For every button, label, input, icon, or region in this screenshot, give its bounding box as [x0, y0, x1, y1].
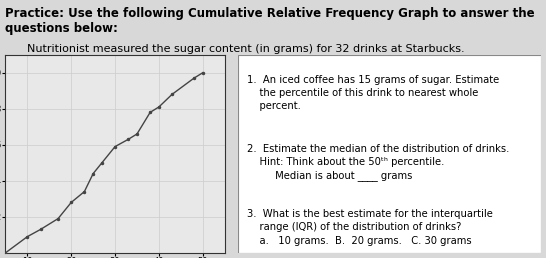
Text: Practice: Use the following Cumulative Relative Frequency Graph to answer the
qu: Practice: Use the following Cumulative R…	[5, 7, 535, 35]
Text: 3.  What is the best estimate for the interquartile
    range (IQR) of the distr: 3. What is the best estimate for the int…	[247, 209, 492, 246]
Text: 1.  An iced coffee has 15 grams of sugar. Estimate
    the percentile of this dr: 1. An iced coffee has 15 grams of sugar.…	[247, 75, 499, 111]
Text: Nutritionist measured the sugar content (in grams) for 32 drinks at Starbucks.: Nutritionist measured the sugar content …	[27, 44, 465, 54]
Text: 2.  Estimate the median of the distribution of drinks.
    Hint: Think about the: 2. Estimate the median of the distributi…	[247, 144, 509, 181]
FancyBboxPatch shape	[238, 55, 541, 253]
